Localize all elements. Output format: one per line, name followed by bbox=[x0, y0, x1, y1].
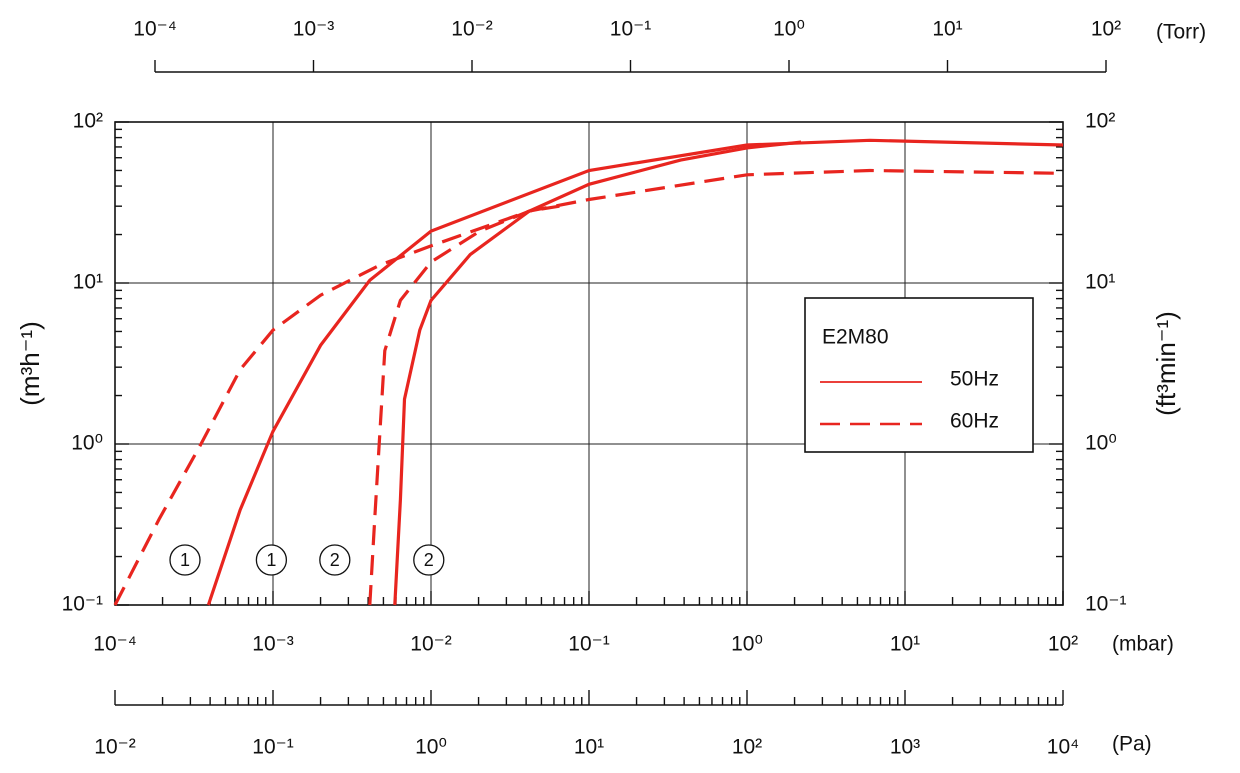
curve-label-circle bbox=[413, 544, 445, 576]
pa-tick-label: 10² bbox=[732, 736, 762, 759]
x-tick-label: 10⁻² bbox=[410, 633, 451, 656]
curve-label: 1 bbox=[180, 550, 190, 570]
x-tick-label: 10⁰ bbox=[731, 633, 763, 656]
top-tick-label: 10² bbox=[1091, 18, 1121, 41]
y2-tick-label: 10¹ bbox=[1085, 271, 1115, 294]
curve-label-circle bbox=[169, 544, 201, 576]
curve-label: 2 bbox=[424, 550, 434, 570]
legend-label: 50Hz bbox=[950, 368, 999, 391]
x-tick-label: 10⁻¹ bbox=[568, 633, 609, 656]
pa-tick-label: 10⁻² bbox=[94, 736, 135, 759]
y2-tick-label: 10⁻¹ bbox=[1085, 593, 1126, 616]
y-axis-label: (m³h⁻¹) bbox=[15, 321, 45, 405]
top-tick-label: 10⁻² bbox=[451, 18, 492, 41]
y2-tick-label: 10⁰ bbox=[1085, 432, 1117, 455]
top-tick-label: 10⁰ bbox=[773, 18, 805, 41]
top-tick-label: 10⁻¹ bbox=[610, 18, 651, 41]
pa-tick-label: 10⁻¹ bbox=[252, 736, 293, 759]
pa-tick-label: 10¹ bbox=[574, 736, 604, 759]
curve bbox=[113, 168, 1064, 606]
x-axis-label: (mbar) bbox=[1112, 633, 1174, 656]
top-tick-label: 10⁻⁴ bbox=[133, 18, 176, 41]
curve bbox=[393, 140, 802, 606]
y2-tick-label: 10² bbox=[1085, 110, 1115, 133]
legend-box bbox=[804, 297, 1034, 453]
top-axis-label: (Torr) bbox=[1156, 21, 1206, 44]
pa-tick-label: 10⁰ bbox=[415, 736, 447, 759]
curve-label-circle bbox=[255, 544, 288, 576]
top-tick-label: 10⁻³ bbox=[293, 18, 334, 41]
y-tick-label: 10¹ bbox=[73, 271, 103, 294]
x-tick-label: 10⁻³ bbox=[252, 633, 293, 656]
y-tick-label: 10⁻¹ bbox=[62, 593, 103, 616]
x-tick-label: 10⁻⁴ bbox=[93, 633, 136, 656]
curve bbox=[368, 204, 560, 606]
pa-tick-label: 10⁴ bbox=[1047, 736, 1079, 759]
x-tick-label: 10¹ bbox=[890, 633, 920, 656]
legend-label: 60Hz bbox=[950, 410, 999, 433]
pa-tick-label: 10³ bbox=[890, 736, 920, 759]
curve-label: 2 bbox=[330, 550, 340, 570]
y-tick-label: 10⁰ bbox=[71, 432, 103, 455]
y2-axis-label: (ft³min⁻¹) bbox=[1151, 311, 1181, 416]
x-tick-label: 10² bbox=[1048, 633, 1078, 656]
legend-title: E2M80 bbox=[822, 326, 889, 349]
curve-label: 1 bbox=[266, 550, 276, 570]
curve-label-circle bbox=[319, 544, 351, 576]
top-tick-label: 10¹ bbox=[932, 18, 962, 41]
y-tick-label: 10² bbox=[73, 110, 103, 133]
pa-axis-label: (Pa) bbox=[1112, 733, 1152, 756]
